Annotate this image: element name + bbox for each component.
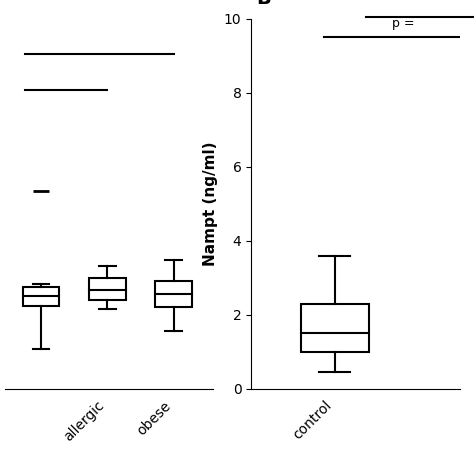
Y-axis label: Nampt (ng/ml): Nampt (ng/ml) (203, 142, 219, 266)
Bar (301, 304, 368, 352)
Bar (23, 287, 59, 306)
Text: p =: p = (392, 17, 414, 30)
Text: B: B (256, 0, 271, 8)
Bar (155, 281, 192, 307)
Bar (89, 278, 126, 300)
